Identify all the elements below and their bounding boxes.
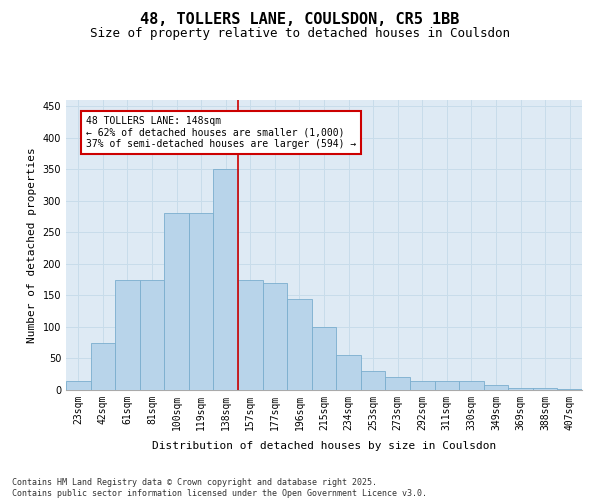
Bar (484, 385, 508, 390)
Bar (385, 378, 410, 390)
X-axis label: Distribution of detached houses by size in Coulsdon: Distribution of detached houses by size … (152, 441, 496, 451)
Bar (557, 388, 582, 390)
Bar (459, 380, 484, 390)
Bar (410, 380, 434, 390)
Bar (361, 371, 385, 390)
Bar (238, 280, 263, 390)
Bar (312, 327, 336, 390)
Bar (508, 388, 533, 390)
Bar (164, 214, 189, 390)
Bar (336, 356, 361, 390)
Bar (140, 280, 164, 390)
Text: 48 TOLLERS LANE: 148sqm
← 62% of detached houses are smaller (1,000)
37% of semi: 48 TOLLERS LANE: 148sqm ← 62% of detache… (86, 116, 356, 149)
Bar (434, 380, 459, 390)
Bar (214, 170, 238, 390)
Bar (263, 283, 287, 390)
Bar (533, 388, 557, 390)
Bar (287, 298, 312, 390)
Bar (91, 342, 115, 390)
Text: Size of property relative to detached houses in Coulsdon: Size of property relative to detached ho… (90, 28, 510, 40)
Bar (189, 214, 214, 390)
Text: Contains HM Land Registry data © Crown copyright and database right 2025.
Contai: Contains HM Land Registry data © Crown c… (12, 478, 427, 498)
Bar (115, 280, 140, 390)
Text: 48, TOLLERS LANE, COULSDON, CR5 1BB: 48, TOLLERS LANE, COULSDON, CR5 1BB (140, 12, 460, 28)
Bar (66, 380, 91, 390)
Y-axis label: Number of detached properties: Number of detached properties (27, 147, 37, 343)
